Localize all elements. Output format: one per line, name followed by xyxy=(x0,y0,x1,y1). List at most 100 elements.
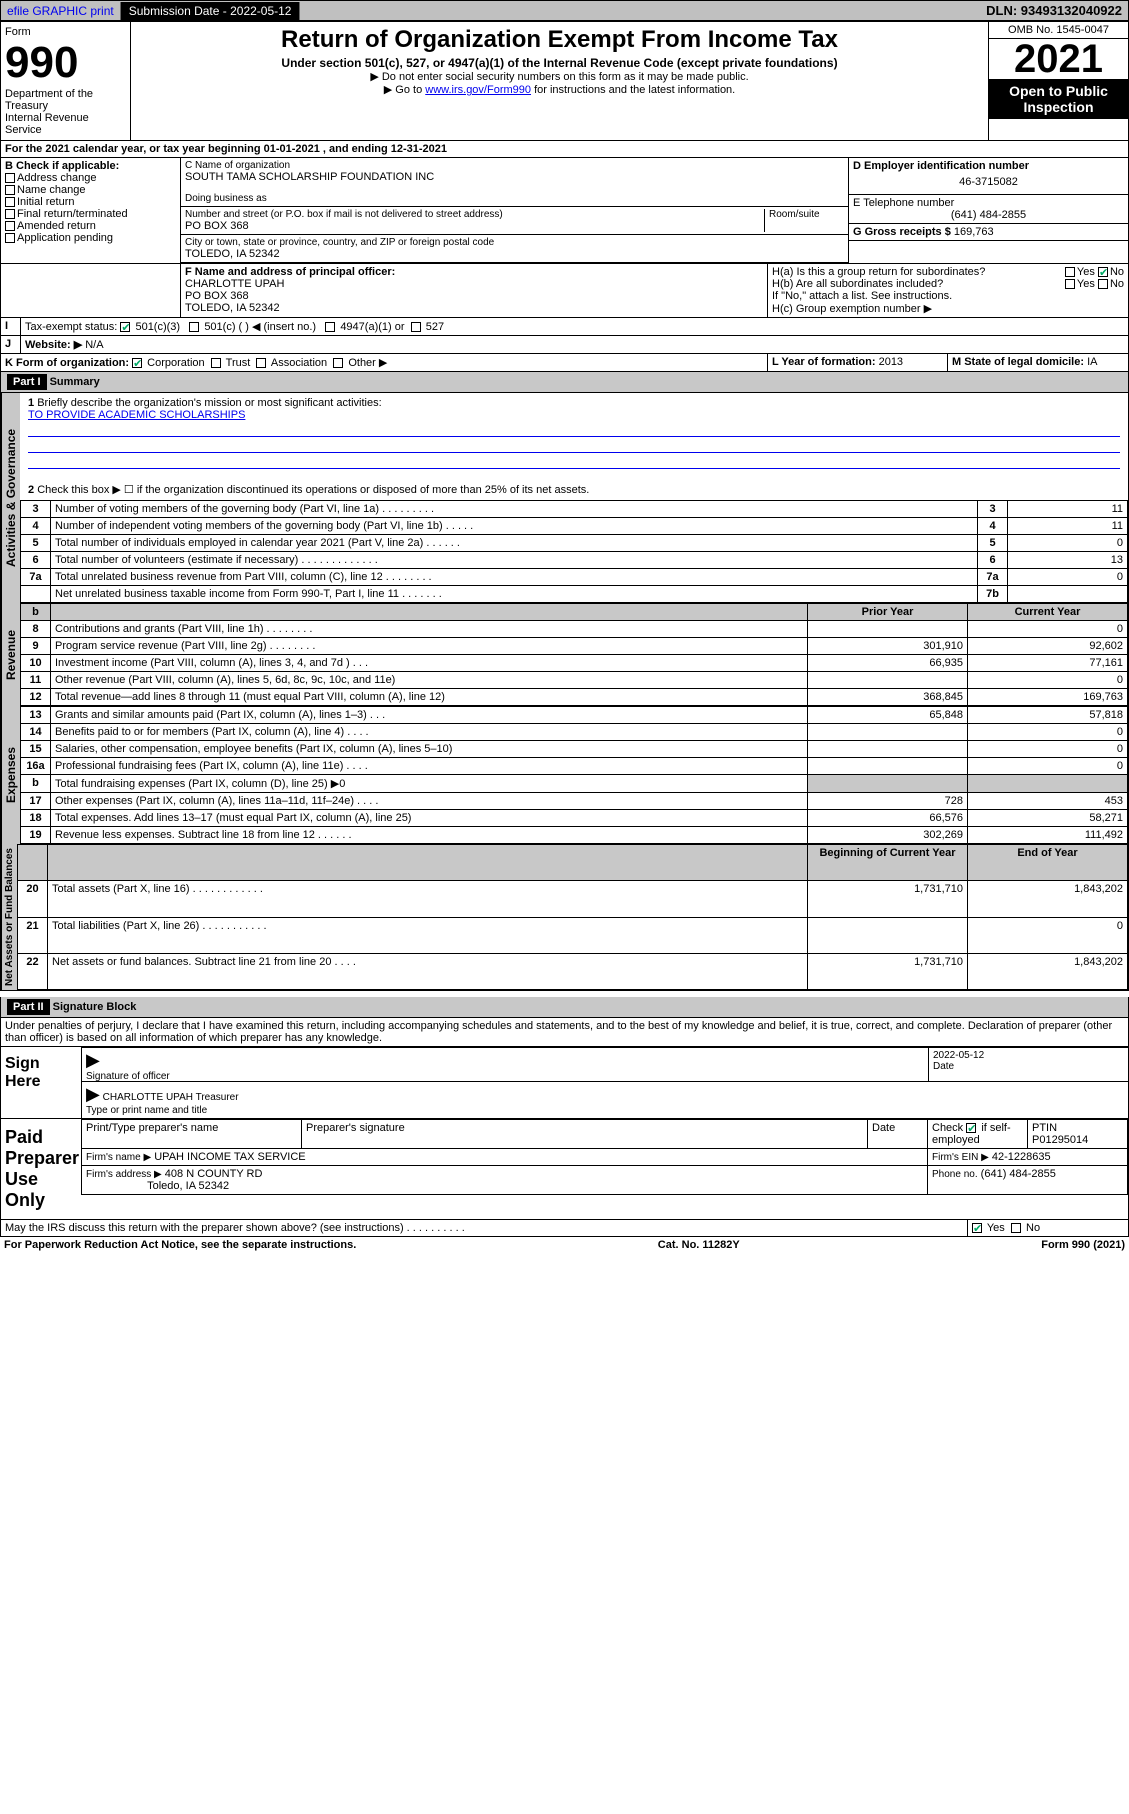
firm-name: UPAH INCOME TAX SERVICE xyxy=(154,1151,305,1163)
section-f-h: F Name and address of principal officer:… xyxy=(0,264,1129,318)
tax-year: 2021 xyxy=(989,39,1128,79)
paid-preparer-block: Paid Preparer Use Only Print/Type prepar… xyxy=(0,1119,1129,1220)
officer-addr1: PO BOX 368 xyxy=(185,290,763,302)
submission-date: Submission Date - 2022-05-12 xyxy=(121,2,301,20)
prep-date-label: Date xyxy=(868,1120,928,1149)
prep-sig-label: Preparer's signature xyxy=(302,1120,868,1149)
org-name-label: C Name of organization xyxy=(185,160,844,171)
sign-here-label: Sign Here xyxy=(1,1047,81,1118)
form-header: Form990 Department of the Treasury Inter… xyxy=(0,21,1129,141)
ptin: P01295014 xyxy=(1032,1134,1088,1146)
ein: 46-3715082 xyxy=(853,172,1124,192)
firm-addr1: 408 N COUNTY RD xyxy=(165,1168,263,1180)
chk-final[interactable]: Final return/terminated xyxy=(5,208,176,220)
chk-amended[interactable]: Amended return xyxy=(5,220,176,232)
q2: Check this box ▶ ☐ if the organization d… xyxy=(37,484,589,496)
street: PO BOX 368 xyxy=(185,220,764,232)
org-name: SOUTH TAMA SCHOLARSHIP FOUNDATION INC xyxy=(185,171,844,183)
dln: DLN: 93493132040922 xyxy=(980,1,1128,20)
domicile: IA xyxy=(1087,356,1097,368)
rev-table: bPrior YearCurrent Year 8Contributions a… xyxy=(20,603,1128,706)
discuss-q: May the IRS discuss this return with the… xyxy=(1,1220,968,1236)
top-toolbar: efile GRAPHIC print Submission Date - 20… xyxy=(0,0,1129,21)
phone-label: E Telephone number xyxy=(853,197,1124,209)
page-footer: For Paperwork Reduction Act Notice, see … xyxy=(0,1237,1129,1253)
chk-trust[interactable] xyxy=(211,358,221,368)
gov-table: 3Number of voting members of the governi… xyxy=(20,500,1128,603)
col-end: End of Year xyxy=(968,845,1128,881)
part-ii-hdr: Part II xyxy=(7,999,50,1015)
sig-date: 2022-05-12 xyxy=(933,1050,984,1061)
dept-treasury: Department of the Treasury xyxy=(5,88,126,112)
ssn-note: ▶ Do not enter social security numbers o… xyxy=(135,70,984,83)
chk-self-employed[interactable] xyxy=(966,1123,976,1133)
firm-addr2: Toledo, IA 52342 xyxy=(147,1180,229,1192)
col-begin: Beginning of Current Year xyxy=(808,845,968,881)
chk-527[interactable] xyxy=(411,322,421,332)
section-b-c-d: B Check if applicable: Address change Na… xyxy=(0,158,1129,264)
chk-name[interactable]: Name change xyxy=(5,184,176,196)
form-prefix: Form xyxy=(5,26,31,38)
officer-name: CHARLOTTE UPAH xyxy=(185,278,763,290)
street-label: Number and street (or P.O. box if mail i… xyxy=(185,209,764,220)
firm-phone: (641) 484-2855 xyxy=(981,1168,1056,1180)
q1: Briefly describe the organization's miss… xyxy=(37,397,381,409)
discuss-row: May the IRS discuss this return with the… xyxy=(0,1220,1129,1237)
phone: (641) 484-2855 xyxy=(853,209,1124,221)
part-i-title: Summary xyxy=(50,376,100,388)
ein-label: D Employer identification number xyxy=(853,160,1124,172)
section-d-e-g: D Employer identification number 46-3715… xyxy=(848,158,1128,263)
col-current: Current Year xyxy=(968,604,1128,621)
section-b: B Check if applicable: Address change Na… xyxy=(1,158,181,263)
h-a: H(a) Is this a group return for subordin… xyxy=(772,266,985,278)
city-label: City or town, state or province, country… xyxy=(185,237,844,248)
chk-corp[interactable] xyxy=(132,358,142,368)
exp-table: 13Grants and similar amounts paid (Part … xyxy=(20,706,1128,844)
tab-revenue: Revenue xyxy=(1,603,20,706)
section-b-label: B Check if applicable: xyxy=(5,160,176,172)
footer-right: Form 990 (2021) xyxy=(1041,1239,1125,1251)
domicile-label: M State of legal domicile: xyxy=(952,356,1084,368)
org-form-label: K Form of organization: xyxy=(5,357,129,369)
chk-501c3[interactable] xyxy=(120,322,130,332)
form-title: Return of Organization Exempt From Incom… xyxy=(135,26,984,54)
form-number: 990 xyxy=(5,38,126,88)
h-c: H(c) Group exemption number ▶ xyxy=(772,302,1124,315)
irs-label: Internal Revenue Service xyxy=(5,112,126,136)
chk-other[interactable] xyxy=(333,358,343,368)
irs-link[interactable]: www.irs.gov/Form990 xyxy=(425,84,531,96)
chk-pending[interactable]: Application pending xyxy=(5,232,176,244)
chk-assoc[interactable] xyxy=(256,358,266,368)
sig-name: CHARLOTTE UPAH Treasurer xyxy=(103,1092,239,1103)
print-link[interactable]: print xyxy=(90,4,113,18)
officer-label: F Name and address of principal officer: xyxy=(185,266,763,278)
section-c: C Name of organization SOUTH TAMA SCHOLA… xyxy=(181,158,848,263)
officer-addr2: TOLEDO, IA 52342 xyxy=(185,302,763,314)
paid-label: Paid Preparer Use Only xyxy=(1,1119,81,1219)
chk-initial[interactable]: Initial return xyxy=(5,196,176,208)
open-inspection: Open to Public Inspection xyxy=(989,79,1128,119)
part-ii-title: Signature Block xyxy=(53,1001,137,1013)
firm-ein: 42-1228635 xyxy=(992,1151,1051,1163)
line-k-l-m: K Form of organization: Corporation Trus… xyxy=(0,354,1129,372)
part-i-hdr: Part I xyxy=(7,374,47,390)
firm-addr-label: Firm's address ▶ xyxy=(86,1169,162,1180)
city: TOLEDO, IA 52342 xyxy=(185,248,844,260)
gross-label: G Gross receipts $ xyxy=(853,226,951,238)
chk-discuss-no[interactable] xyxy=(1011,1223,1021,1233)
footer-left: For Paperwork Reduction Act Notice, see … xyxy=(4,1239,356,1251)
chk-501c[interactable] xyxy=(189,322,199,332)
line-a: For the 2021 calendar year, or tax year … xyxy=(1,141,1128,157)
year-formation-label: L Year of formation: xyxy=(772,356,876,368)
efile-link[interactable]: efile GRAPHIC xyxy=(7,4,87,18)
footer-mid: Cat. No. 11282Y xyxy=(658,1239,740,1251)
chk-discuss-yes[interactable] xyxy=(972,1223,982,1233)
dba-label: Doing business as xyxy=(185,193,844,204)
gross-amount: 169,763 xyxy=(954,226,994,238)
website: N/A xyxy=(85,339,103,351)
prep-name-label: Print/Type preparer's name xyxy=(82,1120,302,1149)
chk-4947[interactable] xyxy=(325,322,335,332)
sig-officer-label: Signature of officer xyxy=(86,1071,170,1082)
chk-address[interactable]: Address change xyxy=(5,172,176,184)
website-label: Website: ▶ xyxy=(25,339,82,351)
